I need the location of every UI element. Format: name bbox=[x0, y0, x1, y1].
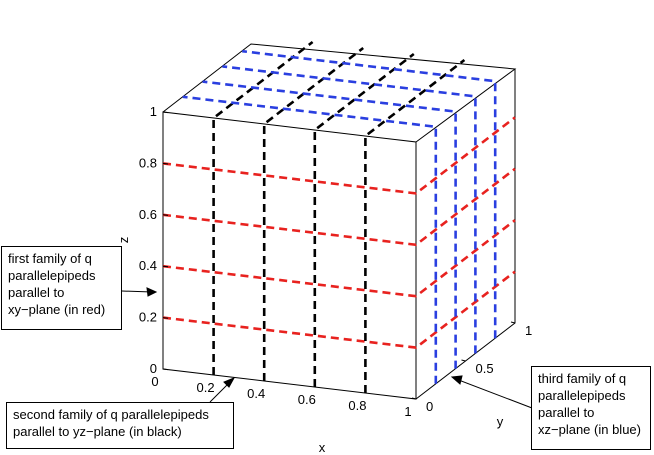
first-annotation-line-3: parallel to bbox=[8, 285, 65, 300]
y-tick-label: 1 bbox=[525, 323, 532, 338]
second-annotation-arrowhead bbox=[223, 377, 236, 388]
xz-family-line-2 bbox=[202, 80, 457, 369]
y-tick-mark bbox=[411, 397, 417, 400]
z-tick-label: 0.8 bbox=[139, 155, 157, 170]
z-tick-mark bbox=[162, 265, 169, 268]
third-annotation-line-2: parallelepipeds bbox=[538, 388, 626, 403]
x-axis-label: x bbox=[319, 440, 326, 455]
z-tick-mark bbox=[162, 368, 169, 371]
annotation-arrows bbox=[121, 287, 533, 409]
third-family-annotation: third family of q parallelepipeds parall… bbox=[531, 366, 651, 450]
third-annotation-arrow bbox=[455, 378, 533, 409]
z-tick-label: 0.4 bbox=[139, 258, 157, 273]
third-annotation-arrowhead bbox=[450, 375, 463, 385]
z-tick-mark bbox=[162, 162, 169, 165]
second-family-annotation: second family of q parallelepipeds paral… bbox=[6, 402, 234, 449]
y-tick-label: 0 bbox=[426, 399, 433, 414]
z-tick-mark bbox=[162, 111, 169, 114]
first-annotation-line-2: parallelepipeds bbox=[8, 268, 96, 283]
first-family-annotation: first family of q parallelepipeds parall… bbox=[1, 246, 122, 330]
y-tick-mark bbox=[461, 359, 466, 362]
x-tick-label: 1 bbox=[404, 404, 411, 419]
third-annotation-line-4: xz−plane (in blue) bbox=[538, 422, 641, 437]
x-tick-label: 0.8 bbox=[348, 398, 366, 413]
blue-family-lines bbox=[182, 49, 497, 384]
yz-family-line-2 bbox=[262, 46, 364, 381]
xy-family-line-3 bbox=[162, 167, 516, 247]
y-tick-mark bbox=[510, 321, 516, 324]
first-annotation-arrowhead bbox=[146, 287, 158, 297]
z-tick-label: 0.6 bbox=[139, 207, 157, 222]
y-tick-label: 0.5 bbox=[476, 361, 494, 376]
xz-family-line-3 bbox=[222, 65, 477, 354]
xy-family-line-2 bbox=[162, 219, 516, 298]
y-axis-label: y bbox=[497, 414, 504, 429]
x-tick-label: 0.4 bbox=[247, 386, 265, 401]
second-annotation-line-2: parallel to yz−plane (in black) bbox=[13, 424, 182, 439]
z-tick-label: 1 bbox=[150, 104, 157, 119]
first-annotation-line-4: xy−plane (in red) bbox=[8, 302, 106, 317]
x-tick-label: 0 bbox=[151, 374, 158, 389]
third-annotation-line-3: parallel to bbox=[538, 405, 595, 420]
second-annotation-line-1: second family of q parallelepipeds bbox=[13, 407, 209, 422]
yz-family-line-1 bbox=[212, 40, 314, 375]
tick-marks bbox=[162, 111, 516, 400]
black-family-lines bbox=[212, 40, 466, 393]
z-axis-label: z bbox=[116, 237, 131, 244]
xy-family-line-1 bbox=[162, 270, 516, 349]
top-back-edge bbox=[162, 43, 517, 143]
third-annotation-line-1: third family of q bbox=[538, 371, 627, 386]
z-tick-mark bbox=[162, 214, 169, 216]
yz-family-line-3 bbox=[313, 52, 415, 387]
z-tick-label: 0 bbox=[150, 361, 157, 376]
yz-family-line-4 bbox=[364, 58, 466, 393]
x-tick-label: 0.6 bbox=[298, 392, 316, 407]
x-tick-label: 0.2 bbox=[197, 380, 215, 395]
xy-family-line-4 bbox=[162, 116, 516, 195]
first-annotation-line-1: first family of q bbox=[8, 251, 92, 266]
xz-family-line-4 bbox=[242, 49, 497, 339]
front-face-edge bbox=[162, 111, 417, 400]
z-tick-label: 0.2 bbox=[139, 310, 157, 325]
z-tick-mark bbox=[162, 317, 169, 319]
red-family-lines bbox=[162, 116, 516, 349]
xz-family-line-1 bbox=[182, 95, 438, 384]
